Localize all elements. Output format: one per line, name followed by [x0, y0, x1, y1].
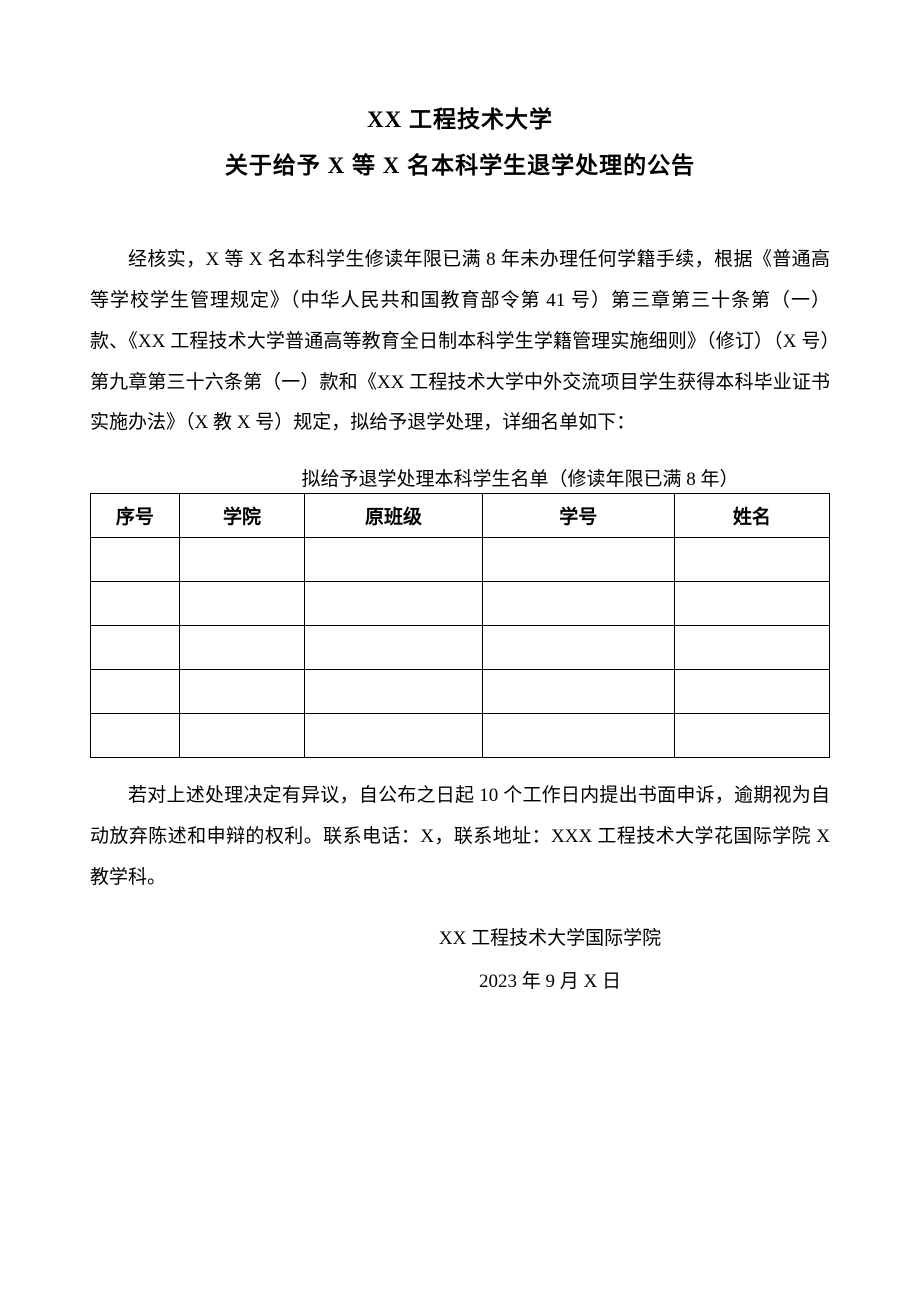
title-line-1: XX 工程技术大学: [90, 100, 830, 134]
table-cell: [91, 538, 180, 582]
table-header-seq: 序号: [91, 494, 180, 538]
table-cell: [179, 582, 305, 626]
table-cell: [674, 582, 829, 626]
table-cell: [482, 626, 674, 670]
table-row: [91, 538, 830, 582]
table-cell: [674, 670, 829, 714]
paragraph-1: 经核实，X 等 X 名本科学生修读年限已满 8 年未办理任何学籍手续，根据《普通…: [90, 240, 830, 444]
table-cell: [91, 626, 180, 670]
table-cell: [482, 714, 674, 758]
table-cell: [179, 538, 305, 582]
table-caption: 拟给予退学处理本科学生名单（修读年限已满 8 年）: [90, 464, 830, 491]
table-cell: [179, 714, 305, 758]
signature-date: 2023 年 9 月 X 日: [90, 960, 830, 1004]
table-cell: [482, 670, 674, 714]
table-body: [91, 538, 830, 758]
title-line-2: 关于给予 X 等 X 名本科学生退学处理的公告: [90, 146, 830, 180]
table-row: [91, 714, 830, 758]
table-cell: [674, 626, 829, 670]
table-row: [91, 670, 830, 714]
table-cell: [305, 670, 482, 714]
table-header-name: 姓名: [674, 494, 829, 538]
table-cell: [179, 670, 305, 714]
table-cell: [91, 670, 180, 714]
signature-org: XX 工程技术大学国际学院: [90, 917, 830, 961]
table-cell: [674, 714, 829, 758]
table-header-class: 原班级: [305, 494, 482, 538]
table-header-studentid: 学号: [482, 494, 674, 538]
table-cell: [482, 582, 674, 626]
table-cell: [482, 538, 674, 582]
table-row: [91, 582, 830, 626]
table-cell: [91, 582, 180, 626]
paragraph-2: 若对上述处理决定有异议，自公布之日起 10 个工作日内提出书面申诉，逾期视为自动…: [90, 776, 830, 899]
table-row: [91, 626, 830, 670]
table-cell: [305, 714, 482, 758]
student-table: 序号 学院 原班级 学号 姓名: [90, 493, 830, 758]
table-header-row: 序号 学院 原班级 学号 姓名: [91, 494, 830, 538]
table-cell: [674, 538, 829, 582]
table-cell: [91, 714, 180, 758]
document-title-block: XX 工程技术大学 关于给予 X 等 X 名本科学生退学处理的公告: [90, 100, 830, 180]
table-header-college: 学院: [179, 494, 305, 538]
table-cell: [305, 538, 482, 582]
table-cell: [305, 626, 482, 670]
table-cell: [179, 626, 305, 670]
table-cell: [305, 582, 482, 626]
